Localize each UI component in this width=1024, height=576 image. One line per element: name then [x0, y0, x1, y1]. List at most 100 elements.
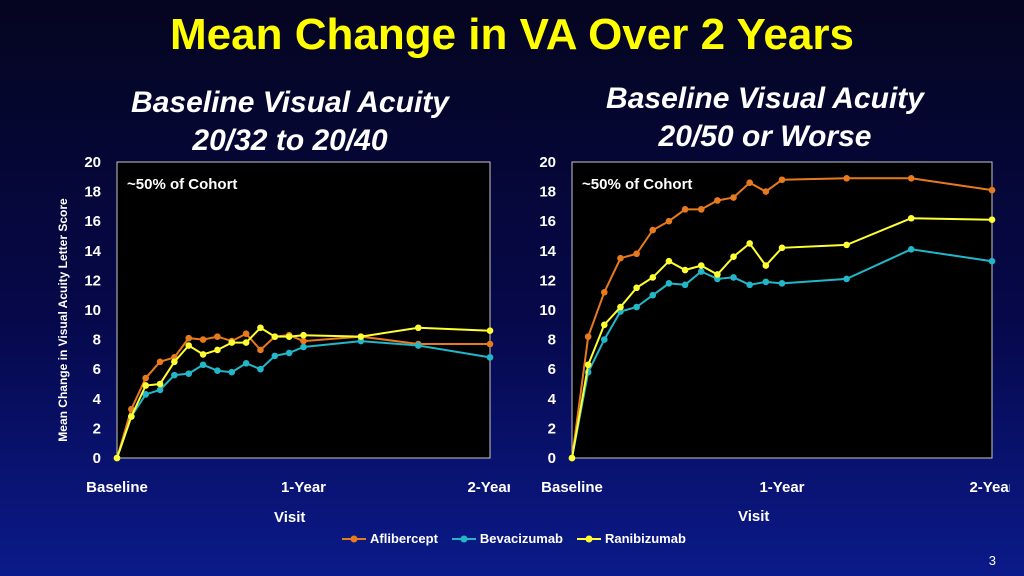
page-number: 3 — [988, 553, 996, 568]
right-point-ranibizumab — [681, 266, 689, 274]
left-annotation: ~50% of Cohort — [127, 176, 237, 193]
legend-marker-bevacizumab — [451, 535, 476, 542]
left-point-bevacizumab — [300, 343, 307, 351]
right-point-ranibizumab — [778, 244, 786, 252]
right-y-tick-label: 10 — [539, 302, 556, 319]
left-point-bevacizumab — [199, 361, 207, 369]
right-x-axis-label: Visit — [738, 508, 770, 525]
right-y-tick-label: 4 — [548, 391, 557, 408]
legend-item-ranibizumab: Ranibizumab — [577, 531, 686, 546]
left-y-tick-label: 6 — [93, 361, 101, 378]
right-y-tick-label: 8 — [548, 332, 556, 349]
left-point-ranibizumab — [285, 333, 293, 340]
right-y-tick-label: 14 — [539, 243, 556, 260]
right-x-tick-label: 1-Year — [759, 479, 804, 495]
right-point-ranibizumab — [746, 240, 753, 247]
right-point-bevacizumab — [649, 291, 657, 299]
right-point-bevacizumab — [907, 246, 915, 253]
left-y-tick-label: 2 — [93, 420, 101, 437]
right-y-tick-label: 18 — [539, 184, 556, 201]
right-y-tick-label: 2 — [548, 420, 556, 437]
right-point-ranibizumab — [633, 284, 640, 292]
right-chart: 0 2 4 6 8 10 12 14 16 18 20 Baseline 1-Year 2-Year ~50… — [539, 154, 1010, 495]
right-point-aflibercept — [649, 226, 657, 234]
y-axis-label: Mean Change in Visual Acuity Letter Scor… — [56, 198, 70, 442]
left-y-tick-label: 18 — [84, 184, 101, 201]
right-point-aflibercept — [843, 174, 850, 182]
right-point-ranibizumab — [988, 216, 996, 224]
left-point-aflibercept — [199, 336, 207, 343]
left-point-ranibizumab — [242, 339, 250, 346]
left-point-bevacizumab — [486, 354, 494, 361]
right-point-ranibizumab — [697, 262, 705, 269]
right-point-ranibizumab — [601, 321, 608, 329]
right-point-ranibizumab — [843, 241, 850, 249]
left-point-bevacizumab — [228, 368, 236, 376]
left-point-aflibercept — [214, 333, 221, 340]
legend-item-bevacizumab: Bevacizumab — [451, 531, 563, 546]
left-chart: 0 2 4 6 8 10 12 14 16 18 20 Baseline 1-Year 2-Year ~50… — [84, 154, 510, 495]
legend-item-aflibercept: Aflibercept — [342, 531, 438, 546]
right-point-bevacizumab — [778, 280, 786, 287]
left-point-ranibizumab — [228, 339, 236, 346]
right-point-aflibercept — [762, 188, 770, 195]
left-point-ranibizumab — [414, 324, 422, 332]
left-point-ranibizumab — [199, 351, 207, 358]
right-point-ranibizumab — [907, 214, 915, 222]
right-point-aflibercept — [730, 194, 737, 201]
left-point-ranibizumab — [257, 324, 264, 332]
left-y-tick-label: 0 — [93, 450, 101, 467]
left-point-bevacizumab — [214, 367, 221, 374]
right-point-aflibercept — [665, 217, 673, 225]
left-point-bevacizumab — [242, 359, 250, 367]
left-point-bevacizumab — [285, 349, 293, 357]
left-point-bevacizumab — [185, 370, 193, 377]
legend-label-bevacizumab: Bevacizumab — [479, 531, 563, 546]
right-point-aflibercept — [617, 254, 624, 262]
left-chart-title-line1: Baseline Visual Acuity — [131, 86, 449, 119]
left-point-aflibercept — [486, 340, 494, 348]
left-point-ranibizumab — [113, 454, 121, 462]
left-point-ranibizumab — [156, 380, 164, 388]
right-chart-title: Baseline Visual Acuity 20/50 or Worse — [565, 80, 965, 156]
left-x-tick-label: Baseline — [86, 479, 148, 495]
right-point-aflibercept — [907, 174, 915, 182]
right-y-tick-label: 12 — [539, 272, 556, 289]
left-point-ranibizumab — [214, 346, 221, 354]
right-point-aflibercept — [988, 186, 996, 194]
left-point-aflibercept — [185, 334, 193, 342]
right-y-tick-label: 0 — [548, 450, 556, 467]
right-point-aflibercept — [714, 197, 721, 204]
left-x-axis-label: Visit — [274, 509, 306, 526]
legend-label-ranibizumab: Ranibizumab — [605, 531, 686, 546]
right-y-tick-label: 6 — [548, 361, 556, 378]
left-x-tick-label: 2-Year — [467, 479, 510, 495]
left-point-bevacizumab — [171, 371, 178, 379]
right-chart-title-line1: Baseline Visual Acuity — [606, 82, 924, 115]
right-point-ranibizumab — [568, 454, 576, 462]
right-point-ranibizumab — [617, 303, 624, 311]
left-point-bevacizumab — [414, 342, 422, 349]
left-x-tick-label: 1-Year — [281, 479, 326, 495]
left-chart-title-line2: 20/32 to 20/40 — [192, 124, 388, 157]
left-point-ranibizumab — [171, 358, 178, 366]
left-point-ranibizumab — [357, 333, 365, 340]
left-y-tick-label: 16 — [84, 213, 101, 230]
legend-label-aflibercept: Aflibercept — [370, 531, 438, 546]
left-y-tick-label: 14 — [84, 243, 101, 260]
right-annotation: ~50% of Cohort — [582, 176, 692, 193]
left-point-ranibizumab — [486, 327, 494, 335]
left-point-aflibercept — [300, 337, 307, 345]
right-x-tick-label: 2-Year — [969, 479, 1010, 495]
right-point-aflibercept — [584, 333, 592, 340]
left-point-aflibercept — [142, 374, 149, 382]
right-point-bevacizumab — [730, 274, 737, 281]
right-point-bevacizumab — [988, 257, 996, 265]
right-x-tick-label: Baseline — [541, 479, 603, 495]
right-point-aflibercept — [681, 206, 689, 213]
right-point-bevacizumab — [697, 268, 705, 275]
right-point-bevacizumab — [681, 281, 689, 289]
right-chart-title-line2: 20/50 or Worse — [658, 120, 872, 153]
right-point-aflibercept — [778, 176, 786, 184]
right-y-tick-label: 20 — [539, 154, 556, 171]
